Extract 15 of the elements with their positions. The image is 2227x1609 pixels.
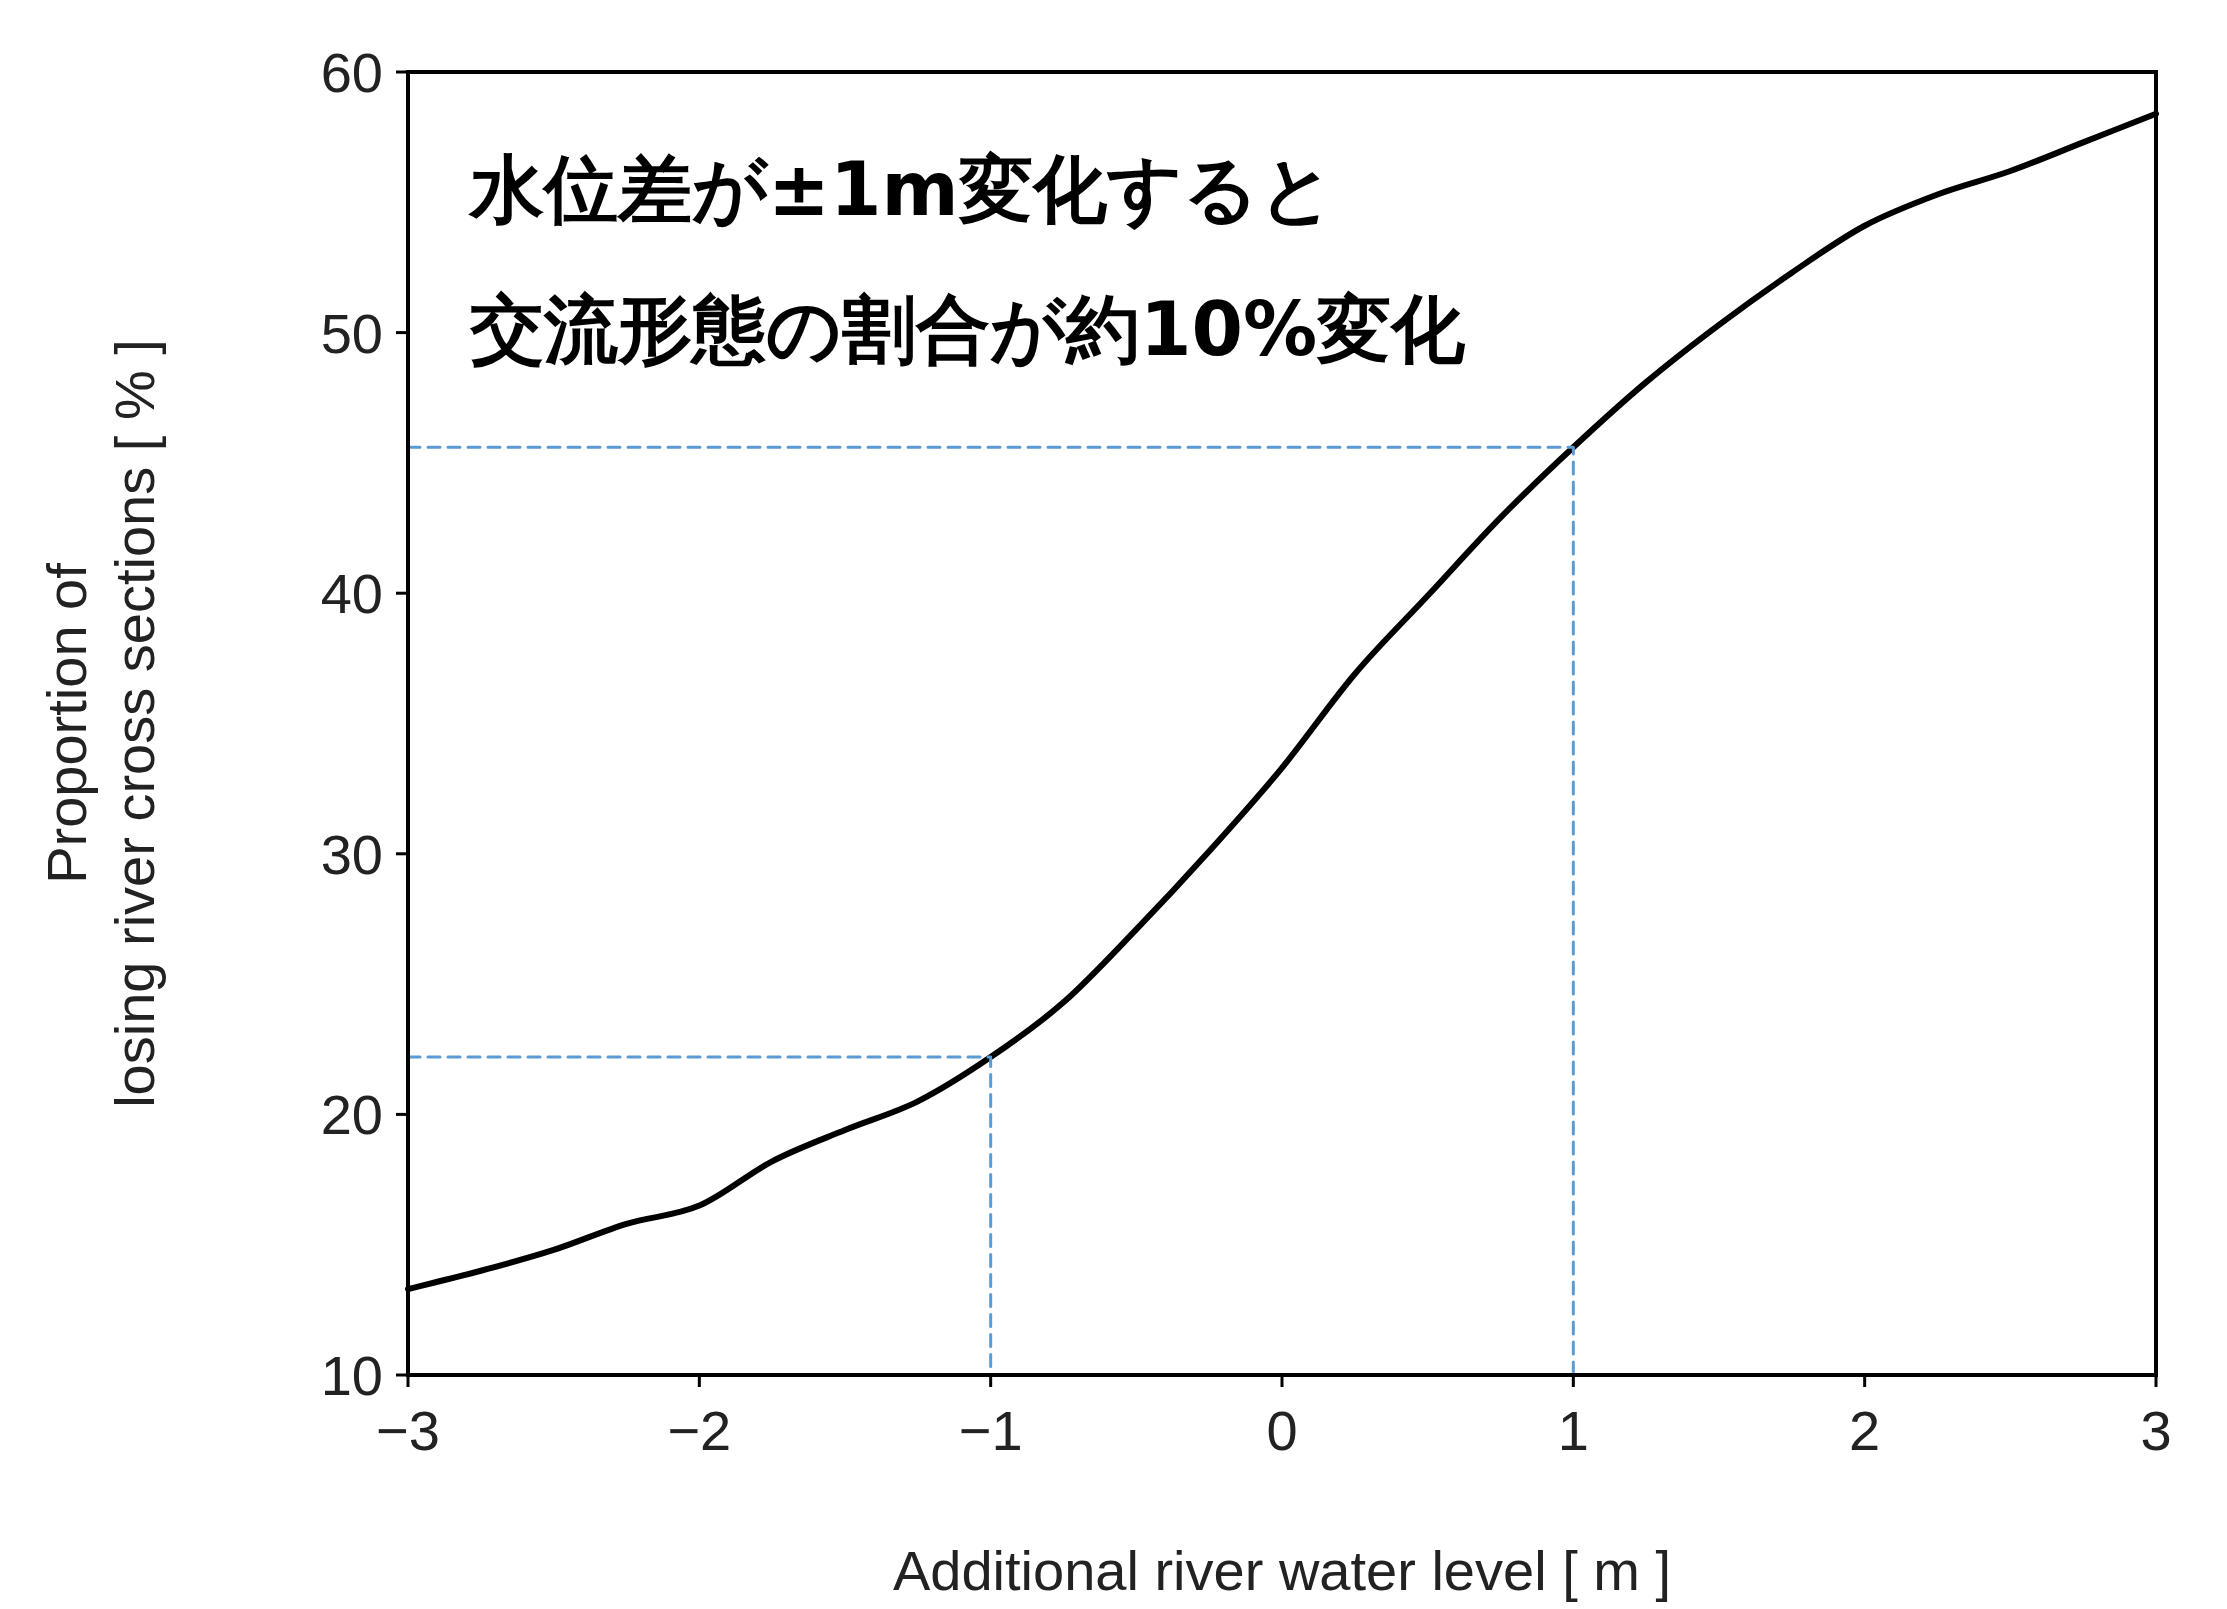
y-tick-label: 30: [320, 822, 383, 886]
x-tick-label: 2: [1849, 1399, 1881, 1462]
x-tick-label: 1: [1557, 1399, 1589, 1462]
x-tick-label: 0: [1266, 1399, 1298, 1462]
x-axis-title: Additional river water level [ m ]: [892, 1539, 1672, 1602]
y-tick-label: 20: [320, 1083, 383, 1147]
annotation: 水位差が±1m変化すると: [468, 146, 1335, 232]
x-tick-label: 3: [2140, 1399, 2172, 1462]
y-axis-title: Proportion of losing river cross sections [ % ]: [35, 339, 166, 1108]
x-tick-label: −2: [667, 1399, 732, 1462]
annotation: 交流形態の割合が約10%変化: [469, 286, 1467, 372]
y-tick-label: 60: [320, 41, 383, 104]
y-tick-label: 40: [320, 562, 383, 626]
x-tick-label: −1: [958, 1399, 1023, 1462]
y-tick-label: 50: [320, 301, 383, 365]
